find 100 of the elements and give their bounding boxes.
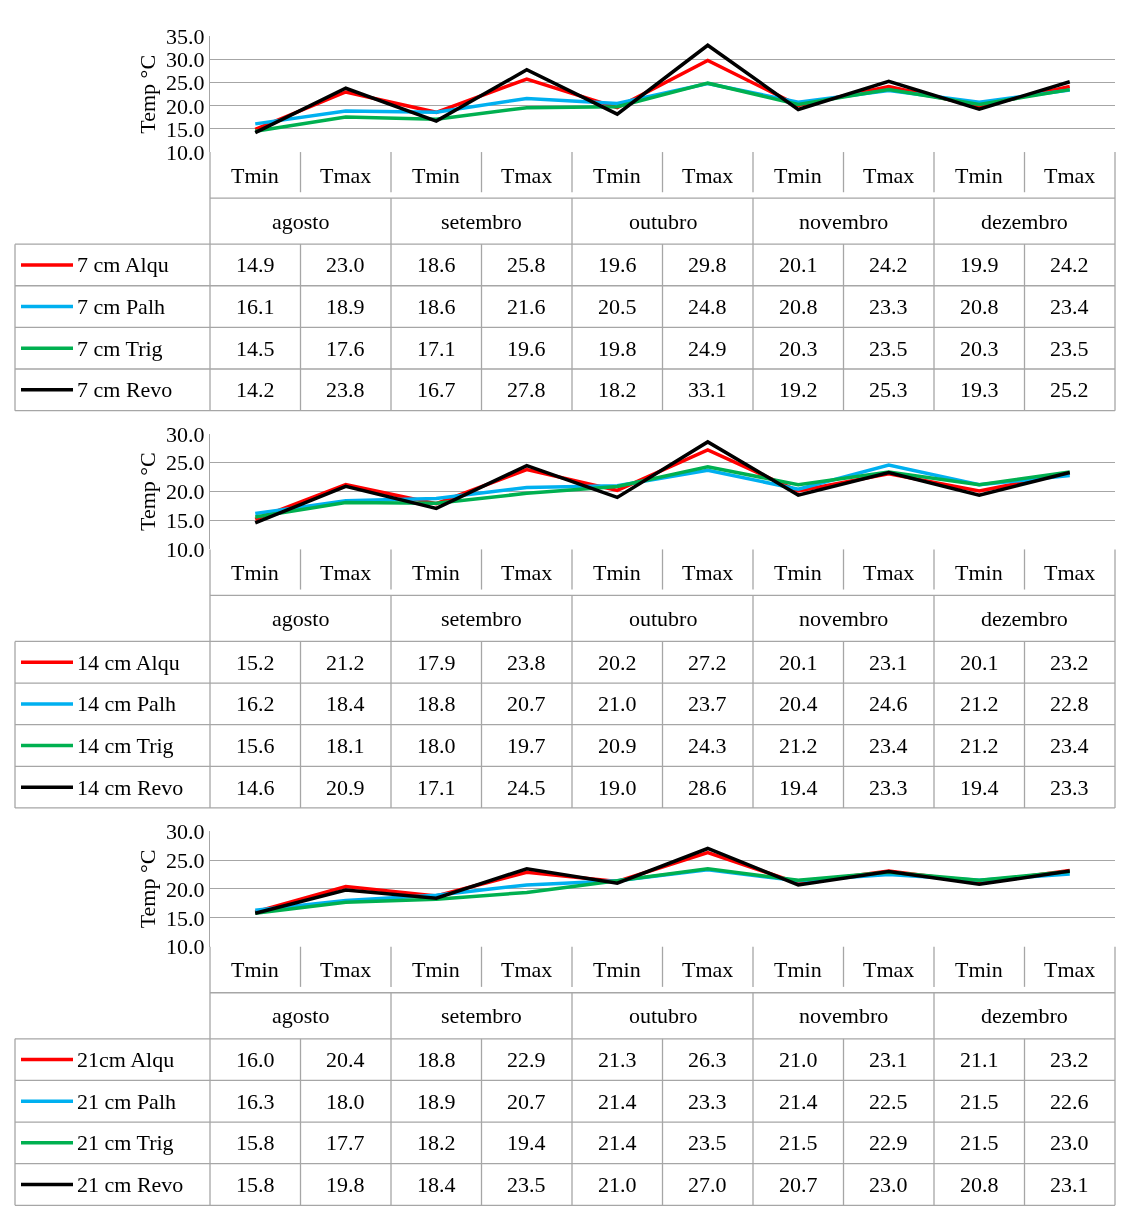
x-tick-label: Tmin [412,163,460,188]
data-label: 18.0 [326,1089,365,1114]
data-label: 21.2 [326,650,365,675]
data-label: 20.4 [779,691,818,716]
x-tick-label: Tmin [955,957,1003,982]
data-label: 23.4 [1050,733,1089,758]
data-label: 18.8 [417,1047,456,1072]
y-tick-label: 30.0 [166,421,205,447]
data-label: 21.4 [598,1089,637,1114]
data-label: 22.9 [507,1047,546,1072]
data-label: 23.8 [507,650,546,675]
x-tick-label: Tmax [682,560,734,585]
y-tick-label: 10.0 [166,139,205,165]
data-label: 15.8 [236,1172,275,1197]
data-label: 20.1 [779,650,818,675]
legend-label: 21cm Alqu [77,1047,175,1072]
data-label: 21.6 [507,294,546,319]
x-tick-label: Tmax [863,957,915,982]
x-tick-label: Tmax [320,560,372,585]
data-label: 20.5 [598,294,637,319]
data-label: 23.3 [688,1089,727,1114]
data-label: 21.2 [960,733,999,758]
data-label: 18.1 [326,733,365,758]
data-label: 20.8 [960,294,999,319]
data-label: 20.7 [507,1089,546,1114]
data-label: 21.5 [779,1130,818,1155]
data-label: 19.9 [960,252,999,277]
data-label: 18.8 [417,691,456,716]
data-label: 23.2 [1050,650,1089,675]
y-tick-label: 20.0 [166,93,205,119]
legend-label: 14 cm Palh [77,691,176,716]
text: outubro [629,209,698,234]
data-label: 23.5 [1050,336,1089,361]
legend-label: 21 cm Revo [77,1172,184,1197]
data-label: 14.2 [236,377,275,402]
data-label: 23.5 [507,1172,546,1197]
data-label: 16.1 [236,294,275,319]
legend-label: 21 cm Palh [77,1089,176,1114]
x-tick-label: Tmax [863,163,915,188]
x-tick-label: Tmin [774,957,822,982]
data-label: 17.1 [417,775,456,800]
data-label: 23.0 [1050,1130,1089,1155]
data-label: 19.0 [598,775,637,800]
data-label: 21.0 [598,1172,637,1197]
data-label: 18.4 [417,1172,456,1197]
x-tick-label: Tmin [955,560,1003,585]
data-label: 21.0 [598,691,637,716]
data-label: 20.8 [960,1172,999,1197]
data-label: 15.2 [236,650,275,675]
y-tick-label: 10.0 [166,934,205,960]
x-tick-label: Tmin [774,163,822,188]
data-label: 24.6 [869,691,908,716]
data-label: 14.6 [236,775,275,800]
data-label: 24.2 [1050,252,1089,277]
x-tick-label: Tmin [412,560,460,585]
data-label: 19.8 [598,336,637,361]
data-label: 19.7 [507,733,546,758]
x-tick-label: Tmax [863,560,915,585]
y-tick-label: 30.0 [166,818,205,844]
text: setembro [441,209,522,234]
y-tick-label: 25.0 [166,450,205,476]
data-label: 18.0 [417,733,456,758]
data-label: 20.1 [960,650,999,675]
data-label: 23.5 [869,336,908,361]
x-tick-label: Tmax [501,957,553,982]
data-label: 19.4 [779,775,818,800]
x-tick-label: Tmax [1044,560,1096,585]
data-label: 18.4 [326,691,365,716]
text: outubro [629,606,698,631]
x-tick-label: Tmin [231,560,279,585]
data-label: 17.6 [326,336,365,361]
data-label: 26.3 [688,1047,727,1072]
legend-label: 7 cm Palh [77,294,165,319]
data-label: 16.2 [236,691,275,716]
x-tick-label: Tmax [682,163,734,188]
data-label: 18.2 [598,377,637,402]
data-label: 23.3 [869,775,908,800]
data-label: 20.7 [507,691,546,716]
legend-label: 14 cm Trig [77,733,174,758]
y-tick-label: 15.0 [166,508,205,534]
data-label: 24.5 [507,775,546,800]
data-label: 22.5 [869,1089,908,1114]
text: novembro [799,1003,889,1028]
data-label: 33.1 [688,377,727,402]
text: novembro [799,209,889,234]
data-label: 23.5 [688,1130,727,1155]
data-label: 23.3 [1050,775,1089,800]
x-tick-label: Tmax [1044,957,1096,982]
data-label: 22.9 [869,1130,908,1155]
data-label: 19.6 [507,336,546,361]
data-label: 19.4 [507,1130,546,1155]
x-tick-label: Tmin [593,163,641,188]
y-tick-label: 15.0 [166,116,205,142]
data-label: 20.1 [779,252,818,277]
data-label: 25.2 [1050,377,1089,402]
data-label: 27.2 [688,650,727,675]
data-label: 17.7 [326,1130,365,1155]
data-label: 23.1 [869,650,908,675]
y-tick-label: 10.0 [166,537,205,563]
data-label: 20.8 [779,294,818,319]
